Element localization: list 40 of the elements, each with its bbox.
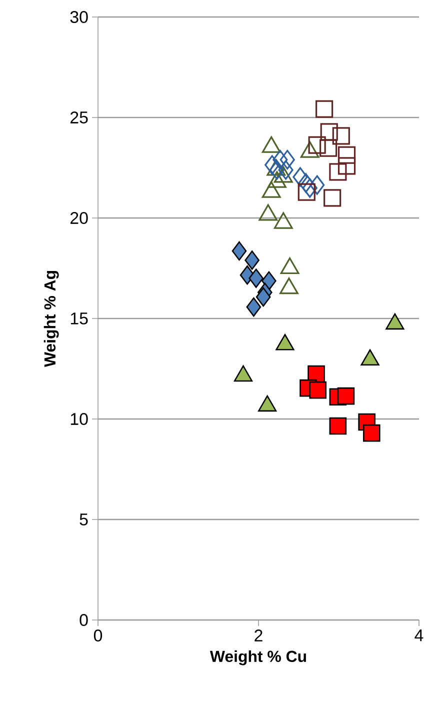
point: [292, 167, 308, 187]
y-axis-title: Weight % Ag: [44, 271, 59, 368]
x-axis-title: Weight % Cu: [210, 650, 306, 666]
point: [320, 123, 338, 141]
x-tick-label: 4: [414, 630, 424, 642]
point: [338, 157, 356, 175]
y-tick-label: 10: [70, 412, 88, 425]
point: [329, 417, 347, 435]
point: [269, 160, 285, 180]
y-tick-label: 20: [70, 212, 88, 224]
point: [316, 100, 334, 118]
point: [324, 189, 342, 207]
y-tick-label: 5: [80, 514, 88, 526]
point: [302, 178, 318, 198]
point: [309, 381, 327, 399]
point: [248, 268, 264, 288]
x-tick-label: 2: [254, 630, 262, 642]
point: [256, 287, 271, 307]
point: [320, 139, 338, 157]
point: [246, 297, 262, 317]
point: [363, 424, 380, 442]
y-tick-label: 25: [70, 111, 88, 124]
point: [272, 150, 288, 170]
x-tick-label: 0: [94, 630, 102, 642]
y-tick-label: 15: [70, 312, 88, 324]
point: [280, 150, 295, 170]
point: [310, 175, 325, 195]
point: [278, 160, 294, 180]
point: [232, 241, 247, 261]
point: [332, 127, 350, 145]
y-tick-label: 30: [70, 10, 88, 23]
point: [329, 163, 347, 181]
point: [338, 146, 356, 164]
point: [244, 250, 260, 270]
point: [298, 173, 314, 193]
point: [264, 155, 280, 175]
point: [337, 387, 355, 405]
y-tick-label: 0: [80, 614, 88, 626]
point: [298, 183, 316, 201]
point: [308, 136, 326, 154]
